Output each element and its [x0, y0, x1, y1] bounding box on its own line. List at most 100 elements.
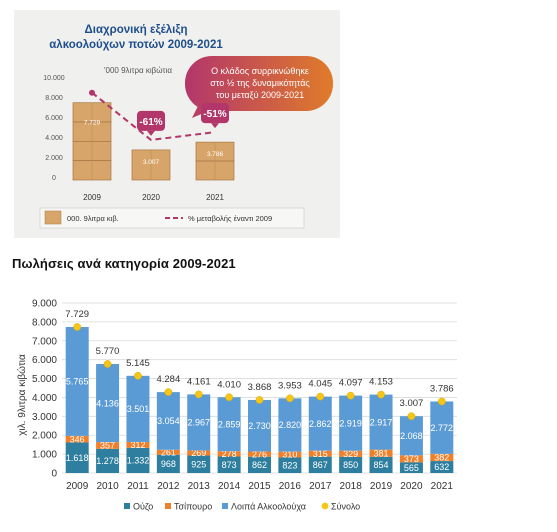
segment-value-label: 2.068	[400, 431, 423, 441]
legend-box-icon	[44, 210, 62, 225]
x-tick-label: 2012	[157, 481, 180, 492]
bar-segment	[278, 457, 302, 473]
bar-segment	[126, 447, 150, 473]
top-chart-legend: 000. 9λιτρα κιβ. % μεταβολής έναντι 2009	[39, 207, 305, 229]
bubble-text-line3: του μεταξύ 2009-2021	[216, 90, 304, 100]
total-value-label: 4.284	[156, 374, 180, 385]
segment-value-label: 2.967	[187, 418, 210, 428]
bar-segment	[187, 450, 211, 456]
top-chart-unit-label: '000 9λιτρα κιβώτια	[104, 66, 172, 75]
segment-value-label: 850	[343, 460, 358, 470]
segment-value-label: 269	[191, 448, 206, 458]
y-tick-label: 2.000	[32, 431, 57, 442]
segment-value-label: 867	[313, 460, 328, 470]
pct-change-marker	[137, 110, 165, 131]
stacked-bar-2019: 854 381 2.917 4.153	[369, 377, 393, 473]
pct-marker-pointer	[147, 130, 155, 136]
carton-bar: 3.007	[131, 149, 171, 181]
segment-value-label: 357	[100, 441, 115, 451]
top-x-tick: 2020	[142, 193, 160, 202]
summary-bubble: Ο κλάδος συρρικνώθηκε στο ½ της δυναμικό…	[185, 56, 333, 118]
bar-segment	[96, 442, 120, 449]
segment-value-label: 3.054	[157, 416, 180, 426]
bar-segment	[248, 451, 271, 457]
y-tick-label: 4.000	[32, 393, 57, 404]
segment-value-label: 312	[130, 440, 145, 450]
bottom-chart-y-ticks: 9.000 8.000 7.000 6.000 5.000 4.000 3.000 2.000…	[32, 299, 57, 480]
bar-segment	[217, 397, 241, 452]
bar-segment	[156, 392, 180, 450]
pct-marker-pointer	[211, 123, 219, 129]
segment-value-label: 381	[374, 448, 389, 458]
total-value-label: 3.007	[400, 398, 424, 409]
segment-value-label: 4.136	[96, 398, 119, 408]
bar-segment	[126, 441, 150, 448]
total-marker	[377, 390, 385, 399]
top-y-tick: 4.000	[45, 135, 63, 142]
segment-value-label: 823	[282, 460, 297, 470]
bottom-chart-y-axis-label: χιλ. 9λιτρα κιβώτια	[16, 354, 28, 436]
segment-value-label: 1.618	[66, 453, 89, 463]
bubble-text-line1: Ο κλάδος συρρικνώθηκε	[211, 66, 309, 76]
bar-segment	[308, 456, 332, 473]
x-tick-label: 2014	[218, 481, 241, 492]
stacked-bar-2011: 1.332 312 3.501 5.145	[126, 358, 150, 473]
segment-value-label: 3.501	[127, 404, 150, 414]
total-value-label: 4.010	[217, 379, 241, 390]
legend-box-label: 000. 9λιτρα κιβ.	[67, 214, 119, 223]
total-marker	[316, 392, 325, 401]
x-tick-label: 2010	[96, 481, 119, 492]
y-tick-label: 3.000	[32, 412, 57, 423]
segment-value-label: 2.862	[309, 419, 332, 429]
segment-value-label: 1.278	[96, 456, 119, 466]
segment-value-label: 2.730	[248, 421, 271, 431]
y-tick-label: 7.000	[32, 336, 57, 347]
total-value-label: 3.786	[430, 383, 454, 394]
bottom-chart-x-ticks: 2009 2010 2011 2012 2013 2014 2015 2016 2017 2018…	[66, 481, 453, 492]
y-tick-label: 6.000	[32, 355, 57, 366]
bar-segment	[339, 395, 363, 451]
total-value-label: 5.770	[96, 346, 120, 357]
x-tick-label: 2013	[188, 481, 211, 492]
bubble-text-line2: στο ½ της δυναμικότητάς	[210, 78, 310, 88]
bar-segment	[187, 394, 211, 451]
total-marker	[225, 393, 233, 402]
top-y-tick: 10.000	[43, 75, 65, 82]
segment-value-label: 632	[434, 462, 449, 472]
segment-value-label: 261	[161, 447, 176, 457]
segment-value-label: 968	[161, 459, 176, 469]
legend-swatch	[222, 503, 228, 509]
bar-segment	[126, 375, 150, 442]
section-heading: Πωλήσεις ανά κατηγορία 2009-2021	[12, 256, 236, 271]
top-chart-svg: Διαχρονική εξέλιξη αλκοολούχων ποτών 200…	[39, 24, 333, 229]
legend-item: Ούζο	[124, 502, 153, 512]
bar-segment	[308, 396, 332, 451]
segment-value-label: 276	[252, 449, 267, 459]
y-tick-label: 8.000	[32, 317, 57, 328]
y-tick-label: 1.000	[32, 450, 57, 461]
y-tick-label: 0	[51, 469, 57, 480]
segment-value-label: 2.919	[339, 418, 362, 428]
x-tick-label: 2021	[431, 481, 454, 492]
trend-point	[89, 89, 95, 96]
segment-value-label: 925	[191, 459, 206, 469]
segment-value-label: 565	[404, 463, 419, 473]
bar-segment	[248, 399, 271, 452]
top-chart-y-ticks: 10.000 8.000 6.000 4.000 2.000 0	[43, 75, 65, 182]
top-y-tick: 0	[52, 175, 56, 182]
segment-value-label: 5.765	[66, 377, 89, 387]
total-marker	[164, 388, 173, 396]
bar-segment	[399, 455, 423, 463]
bar-segment	[399, 462, 423, 473]
pct-change-marker	[201, 103, 229, 124]
legend-item: Σύνολο	[321, 502, 360, 512]
bottom-chart-gridlines	[62, 302, 457, 474]
y-tick-label: 5.000	[32, 374, 57, 385]
bar-segment	[156, 449, 180, 455]
stacked-bar-2012: 968 261 3.054 4.284	[156, 374, 180, 473]
x-tick-label: 2016	[279, 481, 302, 492]
bar-segment	[65, 327, 89, 436]
stacked-bar-2009: 1.618 346 5.765 7.729	[65, 309, 89, 473]
